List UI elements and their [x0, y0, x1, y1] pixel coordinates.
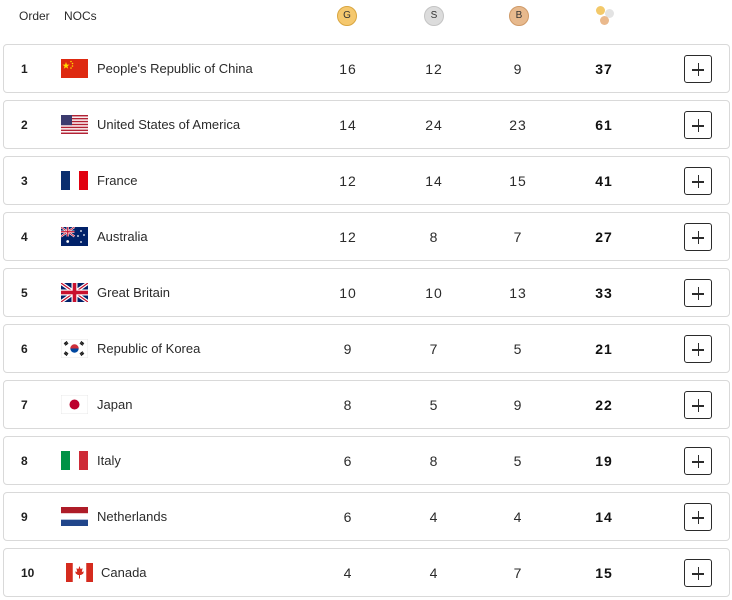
noc-name[interactable]: United States of America [97, 117, 241, 132]
gold-count: 6 [343, 453, 353, 469]
gold-count: 10 [339, 285, 357, 301]
nocs-column-header[interactable]: NOCs [64, 9, 97, 23]
total-count: 21 [595, 341, 613, 357]
bronze-count: 7 [513, 229, 523, 245]
gold-medal-icon[interactable]: G [337, 6, 357, 26]
bronze-count: 9 [513, 397, 523, 413]
silver-count: 4 [429, 509, 439, 525]
noc-name[interactable]: Netherlands [97, 509, 168, 524]
noc-name[interactable]: Japan [97, 397, 133, 412]
silver-count: 14 [425, 173, 443, 189]
bronze-count: 9 [513, 61, 523, 77]
expand-row-button[interactable] [684, 447, 712, 475]
order-cell: 5 [21, 286, 28, 300]
total-count: 27 [595, 229, 613, 245]
france-flag-icon [61, 171, 88, 190]
expand-row-button[interactable] [684, 223, 712, 251]
silver-medal-icon[interactable]: S [424, 6, 444, 26]
gold-count: 4 [343, 565, 353, 581]
table-row: 2 United States of America 14 24 23 61 [3, 100, 730, 149]
total-count: 37 [595, 61, 613, 77]
australia-flag-icon [61, 227, 88, 246]
silver-count: 5 [429, 397, 439, 413]
expand-row-button[interactable] [684, 335, 712, 363]
order-cell: 8 [21, 454, 28, 468]
order-cell: 7 [21, 398, 28, 412]
bronze-count: 4 [513, 509, 523, 525]
table-row: 1 People's Republic of China 16 12 9 37 [3, 44, 730, 93]
expand-row-button[interactable] [684, 279, 712, 307]
silver-count: 8 [429, 453, 439, 469]
netherlands-flag-icon [61, 507, 88, 526]
silver-count: 8 [429, 229, 439, 245]
table-row: 6 Republic of Korea 9 7 5 21 [3, 324, 730, 373]
silver-count: 10 [425, 285, 443, 301]
noc-name[interactable]: Australia [97, 229, 148, 244]
bronze-count: 13 [509, 285, 527, 301]
expand-row-button[interactable] [684, 55, 712, 83]
silver-count: 7 [429, 341, 439, 357]
noc-name[interactable]: Italy [97, 453, 121, 468]
expand-row-button[interactable] [684, 111, 712, 139]
order-cell: 10 [21, 566, 35, 580]
gold-count: 8 [343, 397, 353, 413]
expand-row-button[interactable] [684, 167, 712, 195]
expand-row-button[interactable] [684, 559, 712, 587]
table-row: 10 Canada 4 4 7 15 [3, 548, 730, 597]
gold-count: 16 [339, 61, 357, 77]
order-column-header[interactable]: Order [19, 9, 50, 23]
noc-name[interactable]: Republic of Korea [97, 341, 201, 356]
expand-row-button[interactable] [684, 391, 712, 419]
order-cell: 6 [21, 342, 28, 356]
great-britain-flag-icon [61, 283, 88, 302]
table-row: 7 Japan 8 5 9 22 [3, 380, 730, 429]
bronze-count: 5 [513, 453, 523, 469]
china-flag-icon [61, 59, 88, 78]
japan-flag-icon [61, 395, 88, 414]
order-cell: 9 [21, 510, 28, 524]
noc-name[interactable]: People's Republic of China [97, 61, 253, 76]
gold-count: 12 [339, 173, 357, 189]
order-cell: 3 [21, 174, 28, 188]
total-count: 22 [595, 397, 613, 413]
gold-count: 6 [343, 509, 353, 525]
table-row: 3 France 12 14 15 41 [3, 156, 730, 205]
medals-total-icon[interactable] [594, 6, 618, 28]
table-row: 8 Italy 6 8 5 19 [3, 436, 730, 485]
expand-row-button[interactable] [684, 503, 712, 531]
table-row: 9 Netherlands 6 4 4 14 [3, 492, 730, 541]
total-count: 15 [595, 565, 613, 581]
usa-flag-icon [61, 115, 88, 134]
bronze-medal-icon[interactable]: B [509, 6, 529, 26]
bronze-count: 5 [513, 341, 523, 357]
total-count: 41 [595, 173, 613, 189]
noc-name[interactable]: France [97, 173, 138, 188]
bronze-count: 7 [513, 565, 523, 581]
italy-flag-icon [61, 451, 88, 470]
bronze-count: 15 [509, 173, 527, 189]
order-cell: 2 [21, 118, 28, 132]
bronze-count: 23 [509, 117, 527, 133]
noc-name[interactable]: Canada [101, 565, 147, 580]
korea-flag-icon [61, 339, 88, 358]
silver-count: 4 [429, 565, 439, 581]
order-cell: 1 [21, 62, 28, 76]
gold-count: 14 [339, 117, 357, 133]
total-count: 61 [595, 117, 613, 133]
canada-flag-icon [66, 563, 93, 582]
total-count: 14 [595, 509, 613, 525]
gold-count: 12 [339, 229, 357, 245]
order-cell: 4 [21, 230, 28, 244]
total-count: 33 [595, 285, 613, 301]
silver-count: 24 [425, 117, 443, 133]
gold-count: 9 [343, 341, 353, 357]
table-row: 5 Great Britain 10 10 13 33 [3, 268, 730, 317]
silver-count: 12 [425, 61, 443, 77]
noc-name[interactable]: Great Britain [97, 285, 170, 300]
total-count: 19 [595, 453, 613, 469]
medal-table-header: Order NOCs G S B [0, 0, 732, 34]
table-row: 4 Australia 12 8 7 27 [3, 212, 730, 261]
